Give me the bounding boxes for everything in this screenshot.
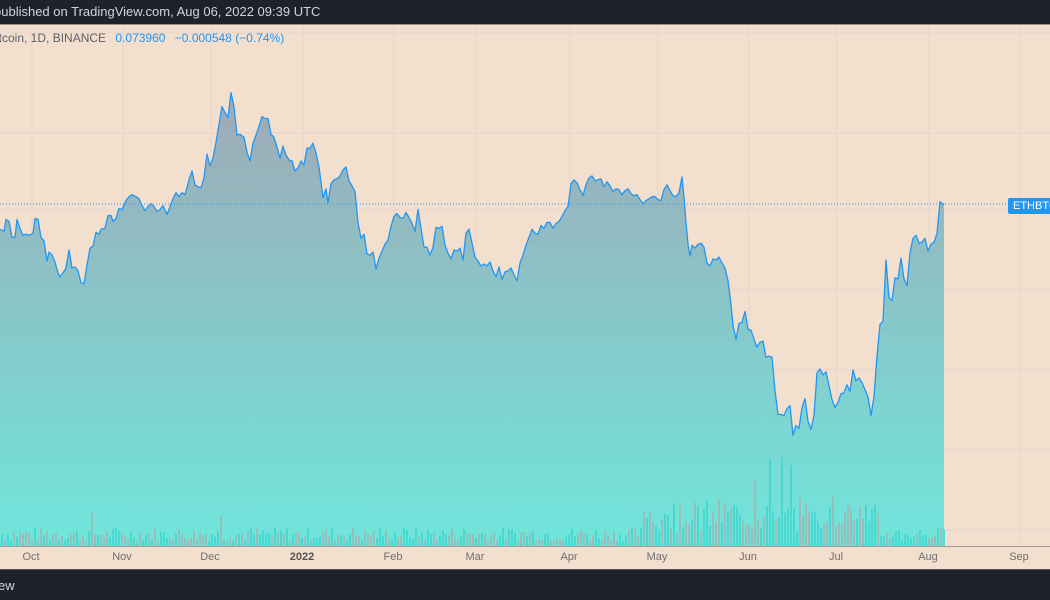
top-bar: published on TradingView.com, Aug 06, 20… [0, 0, 1050, 24]
time-tick-nov: Nov [112, 551, 132, 563]
brand-text: ew [0, 578, 15, 593]
bottom-bar: ew [0, 569, 1050, 600]
price-area-chart [0, 25, 1050, 546]
symbol-info: itcoin, 1D, BINANCE [0, 31, 107, 45]
symbol-legend: itcoin, 1D, BINANCE 0.073960 −0.000548 (… [0, 31, 284, 45]
last-price: 0.073960 [115, 31, 166, 45]
time-tick-aug: Aug [918, 551, 938, 563]
price-change: −0.000548 (−0.74%) [174, 31, 285, 45]
time-tick-may: May [646, 551, 668, 563]
time-tick-dec: Dec [200, 551, 220, 563]
price-area-fill [0, 92, 944, 546]
time-tick-mar: Mar [465, 551, 485, 563]
time-tick-jul: Jul [828, 551, 844, 563]
time-tick-apr: Apr [560, 551, 578, 563]
time-tick-oct: Oct [22, 551, 40, 563]
price-tag: ETHBTC [1008, 198, 1050, 214]
time-axis[interactable]: Oct Nov Dec 2022 Feb Mar Apr May Jun Jul Aug Sep [0, 546, 1050, 569]
time-tick-jun: Jun [739, 551, 757, 563]
time-tick-feb: Feb [383, 551, 403, 563]
published-text: published on TradingView.com, Aug 06, 20… [0, 4, 321, 19]
price-line [0, 92, 945, 436]
time-tick-sep: Sep [1009, 551, 1029, 563]
chart-pane[interactable]: itcoin, 1D, BINANCE 0.073960 −0.000548 (… [0, 24, 1050, 546]
time-tick-2022: 2022 [289, 551, 315, 563]
